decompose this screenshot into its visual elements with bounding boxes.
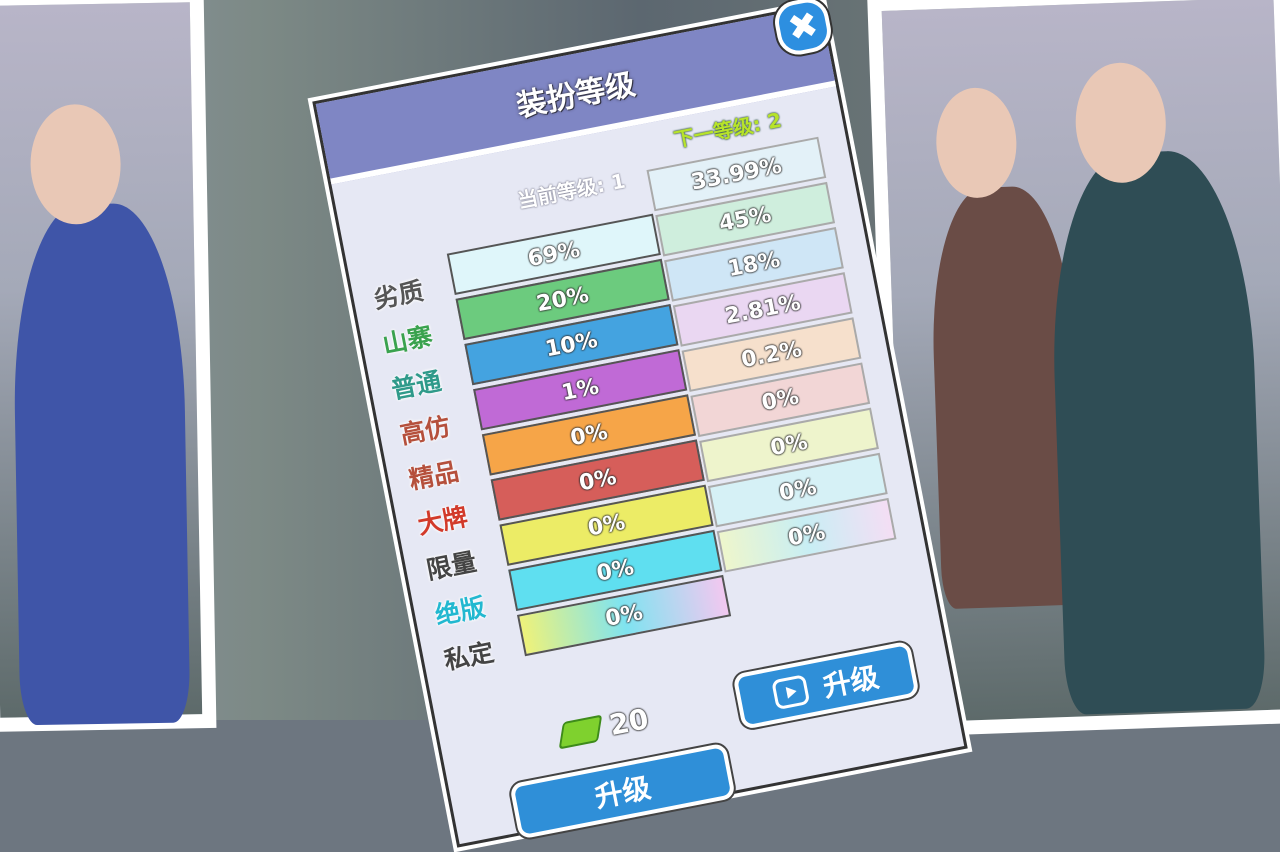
- tier-label: 劣质: [371, 276, 427, 315]
- cash-icon: [558, 714, 603, 749]
- upgrade-label: 升级: [592, 770, 654, 815]
- tier-label: 大牌: [415, 501, 470, 540]
- upgrade-button[interactable]: 升级: [509, 742, 736, 840]
- cost-amount: 20: [606, 702, 652, 742]
- current-level-label: 当前等级: 1: [515, 168, 628, 213]
- tier-label: 高仿: [397, 411, 453, 450]
- tier-label: 山寨: [380, 321, 435, 360]
- video-upgrade-label: 升级: [820, 660, 882, 704]
- tier-label: 绝版: [432, 592, 488, 631]
- cost-display: 20: [558, 702, 652, 751]
- video-upgrade-button[interactable]: 升级: [732, 640, 920, 730]
- tier-label: 普通: [389, 366, 444, 405]
- tier-label: 限量: [424, 547, 479, 586]
- character-figure: [1046, 148, 1267, 716]
- tier-label: 私定: [441, 637, 497, 676]
- character-card-left: [0, 0, 217, 732]
- video-icon: [771, 674, 811, 711]
- tier-label: 精品: [406, 456, 462, 495]
- character-head: [934, 86, 1019, 200]
- character-figure: [11, 202, 191, 726]
- close-icon: ✖: [784, 3, 822, 50]
